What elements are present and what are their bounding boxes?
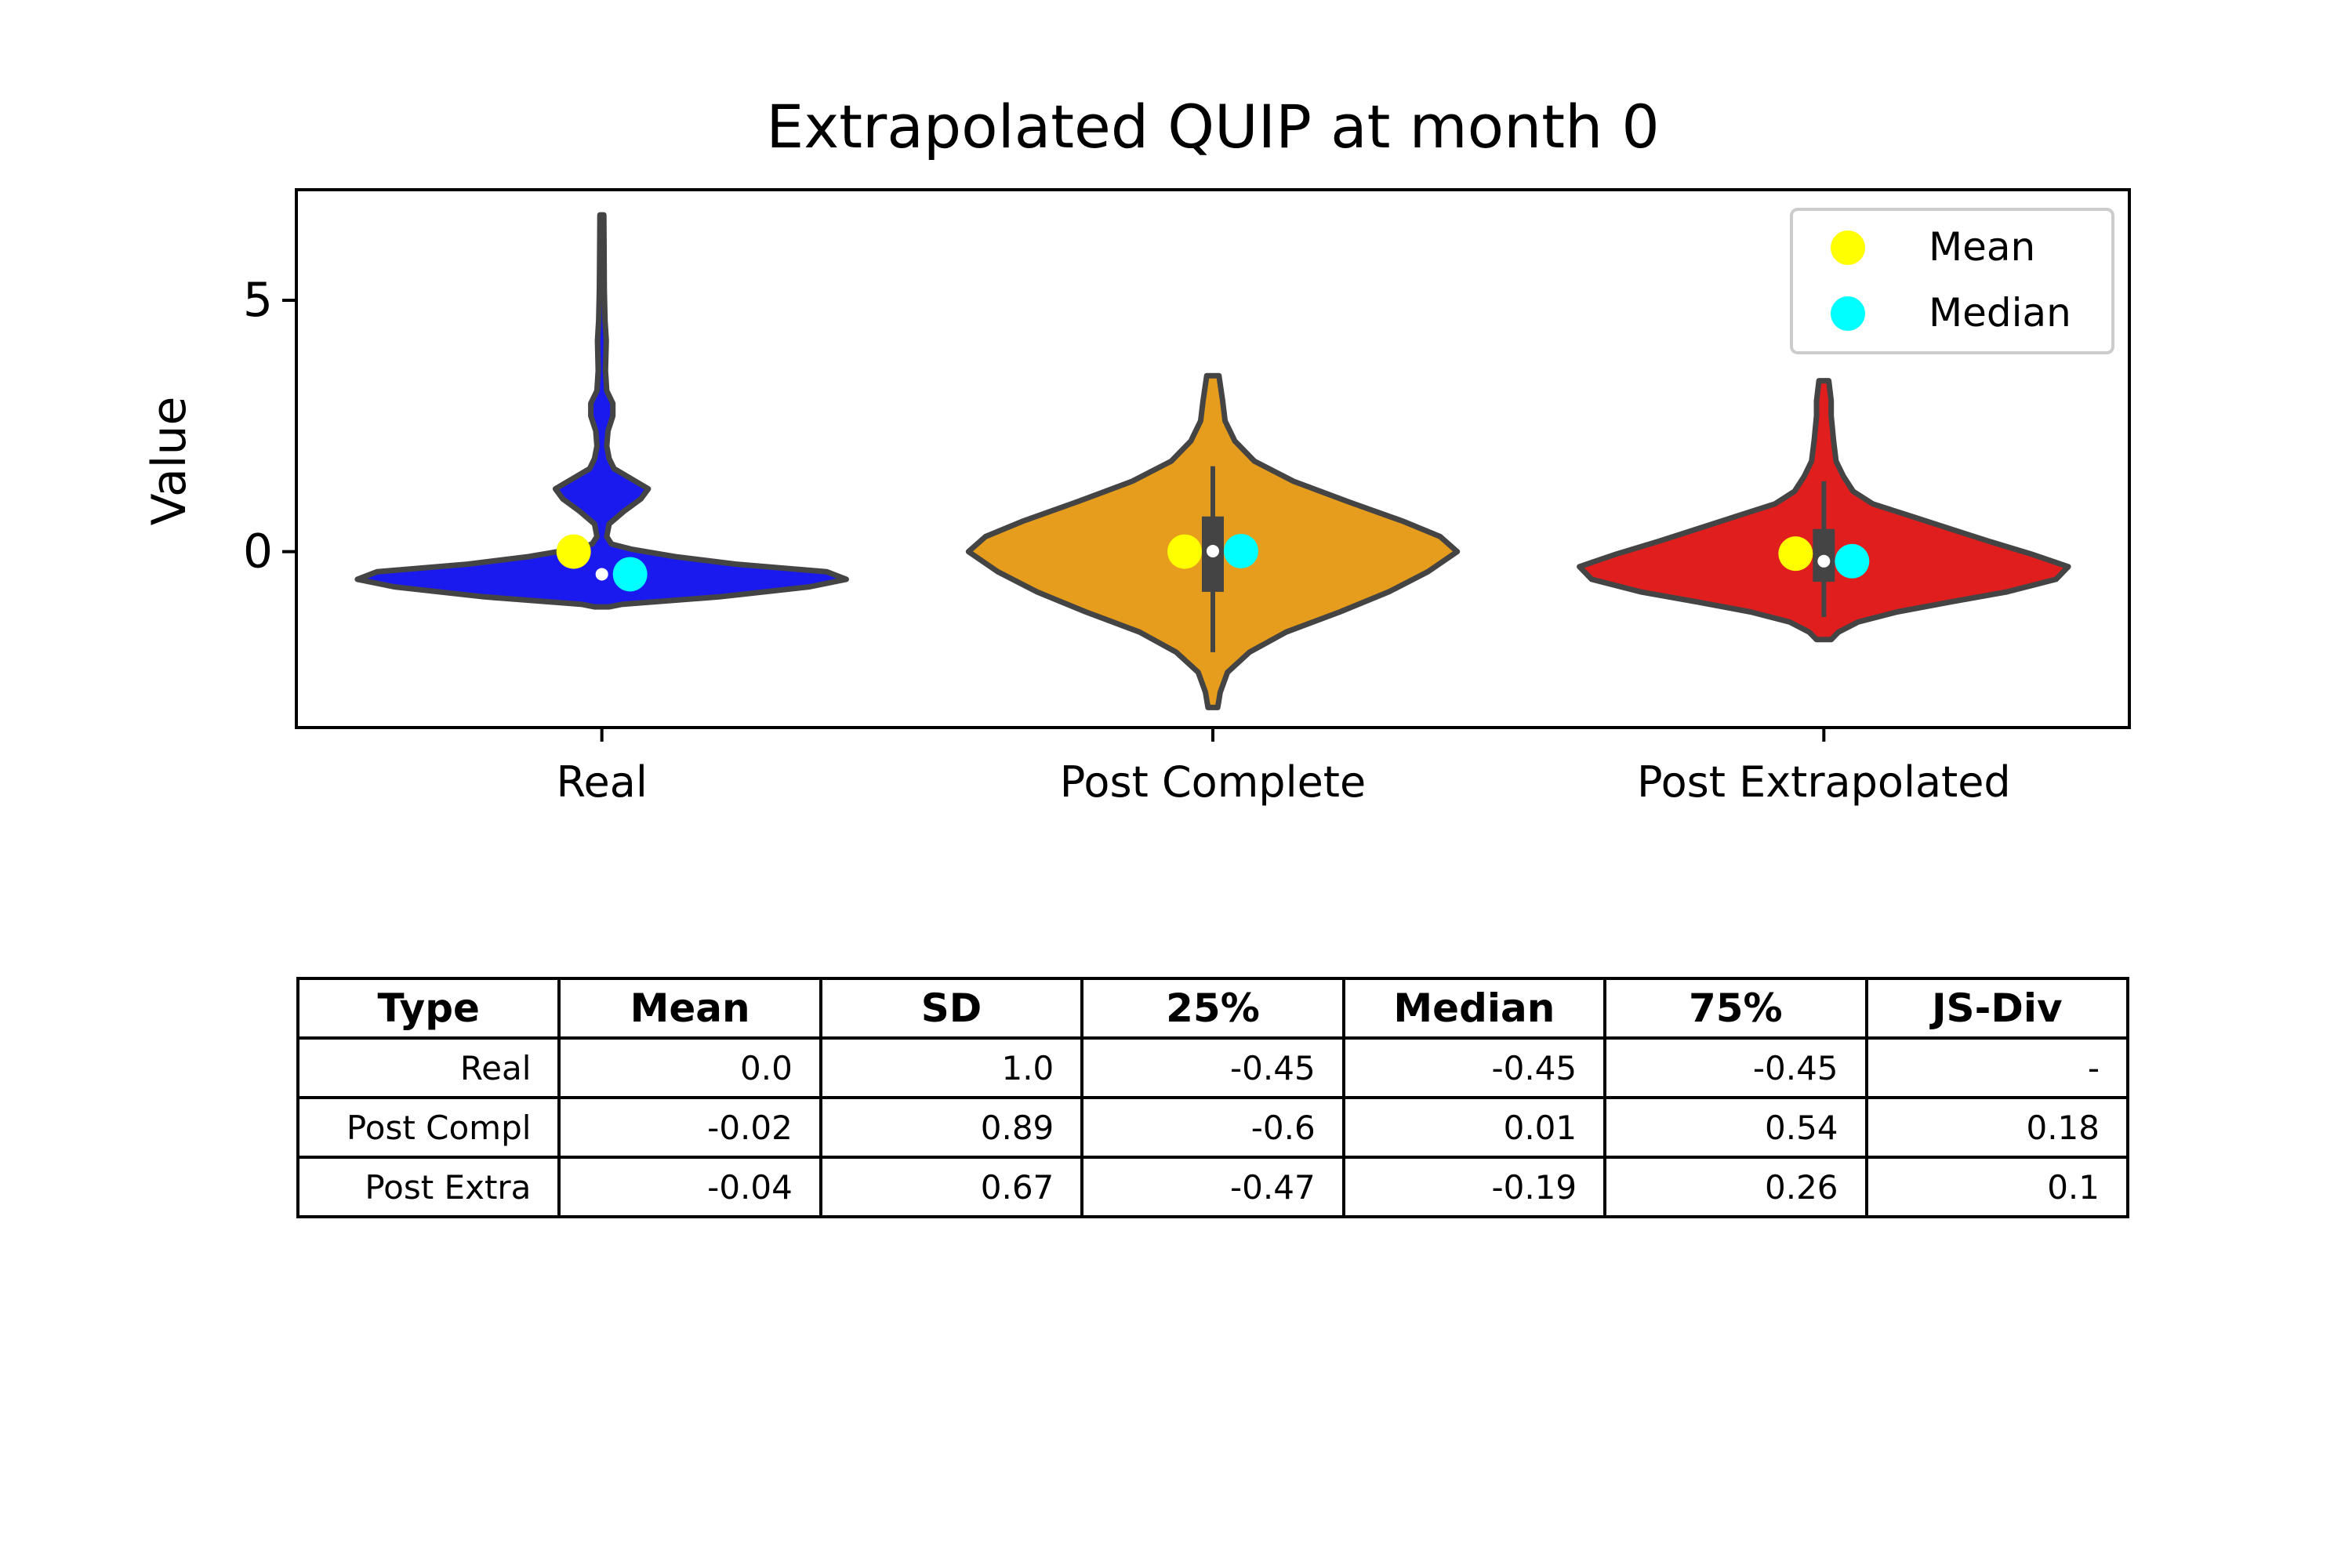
table-row: Post Compl -0.02 0.89 -0.6 0.01 0.54 0.1… — [296, 1096, 2130, 1159]
header-median: Median — [1341, 977, 1607, 1040]
cell-jsdiv: - — [1864, 1036, 2130, 1099]
cell-25: -0.47 — [1080, 1156, 1345, 1218]
header-25: 25% — [1080, 977, 1345, 1040]
y-tick-label: 0 — [243, 524, 273, 579]
violin-body — [354, 212, 849, 610]
x-tick-label: Post Extrapolated — [1637, 757, 2011, 807]
cell-sd: 0.67 — [818, 1156, 1084, 1218]
y-axis-label: Value — [142, 397, 197, 526]
cell-median: -0.45 — [1341, 1036, 1607, 1099]
x-tick-label: Real — [556, 757, 647, 807]
legend-median-marker — [1831, 296, 1865, 331]
median-point — [612, 557, 648, 592]
legend-median-label: Median — [1929, 290, 2071, 336]
table-row: Post Extra -0.04 0.67 -0.47 -0.19 0.26 0… — [296, 1156, 2130, 1218]
cell-type: Real — [296, 1036, 561, 1099]
cell-sd: 0.89 — [818, 1096, 1084, 1159]
cell-75: 0.26 — [1603, 1156, 1868, 1218]
header-mean: Mean — [557, 977, 822, 1040]
header-jsdiv: JS-Div — [1864, 977, 2130, 1040]
cell-75: -0.45 — [1603, 1036, 1868, 1099]
stats-table: Type Mean SD 25% Median 75% JS-Div Real … — [296, 977, 2130, 1218]
cell-mean: -0.02 — [557, 1096, 822, 1159]
mean-point — [556, 534, 591, 569]
cell-jsdiv: 0.1 — [1864, 1156, 2130, 1218]
mean-point — [1778, 536, 1813, 572]
violins-layer — [354, 212, 2071, 710]
legend-box — [1790, 208, 2114, 354]
header-sd: SD — [818, 977, 1084, 1040]
chart-title: Extrapolated QUIP at month 0 — [766, 92, 1660, 162]
table-row: Real 0.0 1.0 -0.45 -0.45 -0.45 - — [296, 1036, 2130, 1099]
axis-ticks: Real Post Complete Post Extrapolated 0 5 — [243, 273, 2011, 807]
cell-75: 0.54 — [1603, 1096, 1868, 1159]
x-tick-label: Post Complete — [1060, 757, 1366, 807]
cell-median: -0.19 — [1341, 1156, 1607, 1218]
cell-mean: -0.04 — [557, 1156, 822, 1218]
legend-mean-marker — [1831, 230, 1865, 265]
cell-type: Post Compl — [296, 1096, 561, 1159]
header-type: Type — [296, 977, 561, 1040]
header-75: 75% — [1603, 977, 1868, 1040]
cell-sd: 1.0 — [818, 1036, 1084, 1099]
plot-frame — [295, 188, 2131, 729]
legend-mean-label: Mean — [1929, 224, 2035, 270]
cell-25: -0.6 — [1080, 1096, 1345, 1159]
median-point — [1224, 533, 1258, 568]
violin-median-marker — [1207, 544, 1219, 557]
y-tick-label: 5 — [243, 273, 273, 328]
cell-jsdiv: 0.18 — [1864, 1096, 2130, 1159]
median-point — [1835, 543, 1870, 579]
cell-mean: 0.0 — [557, 1036, 822, 1099]
legend: Mean Median — [1790, 208, 2114, 354]
mean-point — [1167, 534, 1202, 569]
cell-type: Post Extra — [296, 1156, 561, 1218]
cell-25: -0.45 — [1080, 1036, 1345, 1099]
violin-median-marker — [1817, 554, 1831, 568]
violin-median-marker — [595, 568, 608, 581]
cell-median: 0.01 — [1341, 1096, 1607, 1159]
table-header-row: Type Mean SD 25% Median 75% JS-Div — [296, 977, 2130, 1040]
